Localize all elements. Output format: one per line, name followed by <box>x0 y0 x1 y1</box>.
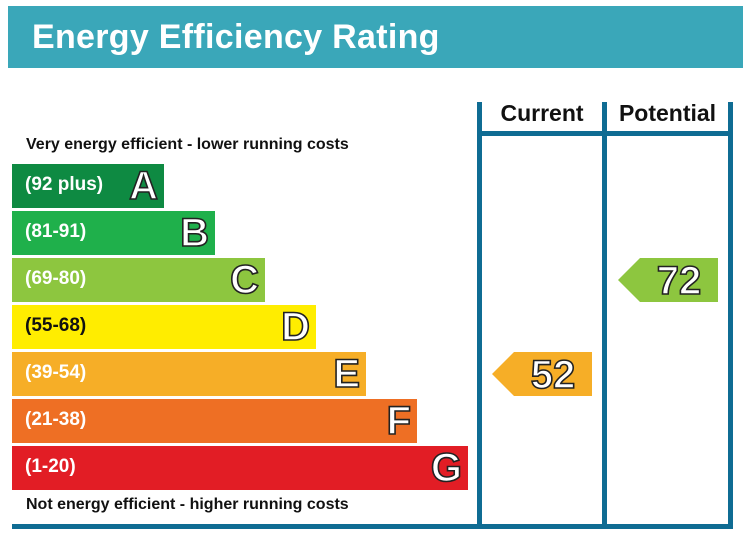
efficient-note: Very energy efficient - lower running co… <box>26 136 349 153</box>
band-f-letter: F <box>386 398 412 444</box>
band-c-letter: C <box>229 257 259 303</box>
frame-middle-line <box>602 102 607 528</box>
current-rating-arrow: 52 <box>492 352 592 398</box>
band-b: (81-91) B <box>12 210 215 256</box>
band-d-letter: D <box>280 304 310 350</box>
current-rating-value: 52 <box>530 352 576 398</box>
potential-rating-value: 72 <box>656 258 702 304</box>
current-arrow-polygon <box>492 352 592 396</box>
band-c-range: (69-80) <box>25 268 87 289</box>
current-column-header: Current <box>500 100 584 126</box>
potential-column-header: Potential <box>618 100 717 126</box>
band-e-range: (39-54) <box>25 362 87 383</box>
band-a-letter: A <box>128 163 158 209</box>
frame-right-line <box>728 102 733 528</box>
band-c: (69-80) C <box>12 257 265 303</box>
band-g: (1-20) G <box>12 445 468 491</box>
band-g-range: (1-20) <box>25 456 76 477</box>
band-g-letter: G <box>430 445 463 491</box>
potential-rating-arrow: 72 <box>618 258 718 304</box>
band-d-range: (55-68) <box>25 315 87 336</box>
band-e: (39-54) E <box>12 351 366 397</box>
band-f: (21-38) F <box>12 398 417 444</box>
potential-arrow-shape <box>618 258 718 302</box>
band-b-letter: B <box>179 210 209 256</box>
current-arrow-shape <box>492 352 592 396</box>
frame-header-line <box>477 131 733 136</box>
frame-bottom-line <box>12 524 733 529</box>
band-b-range: (81-91) <box>25 221 87 242</box>
frame-left-line <box>477 102 482 528</box>
band-d: (55-68) D <box>12 304 316 350</box>
header-bar: Energy Efficiency Rating <box>8 6 743 68</box>
page-title: Energy Efficiency Rating <box>32 18 440 56</box>
band-a: (92 plus) A <box>12 163 164 209</box>
band-a-range: (92 plus) <box>25 174 104 195</box>
band-e-letter: E <box>333 351 361 397</box>
potential-arrow-polygon <box>618 258 718 302</box>
inefficient-note: Not energy efficient - higher running co… <box>26 496 349 513</box>
band-f-range: (21-38) <box>25 409 87 430</box>
